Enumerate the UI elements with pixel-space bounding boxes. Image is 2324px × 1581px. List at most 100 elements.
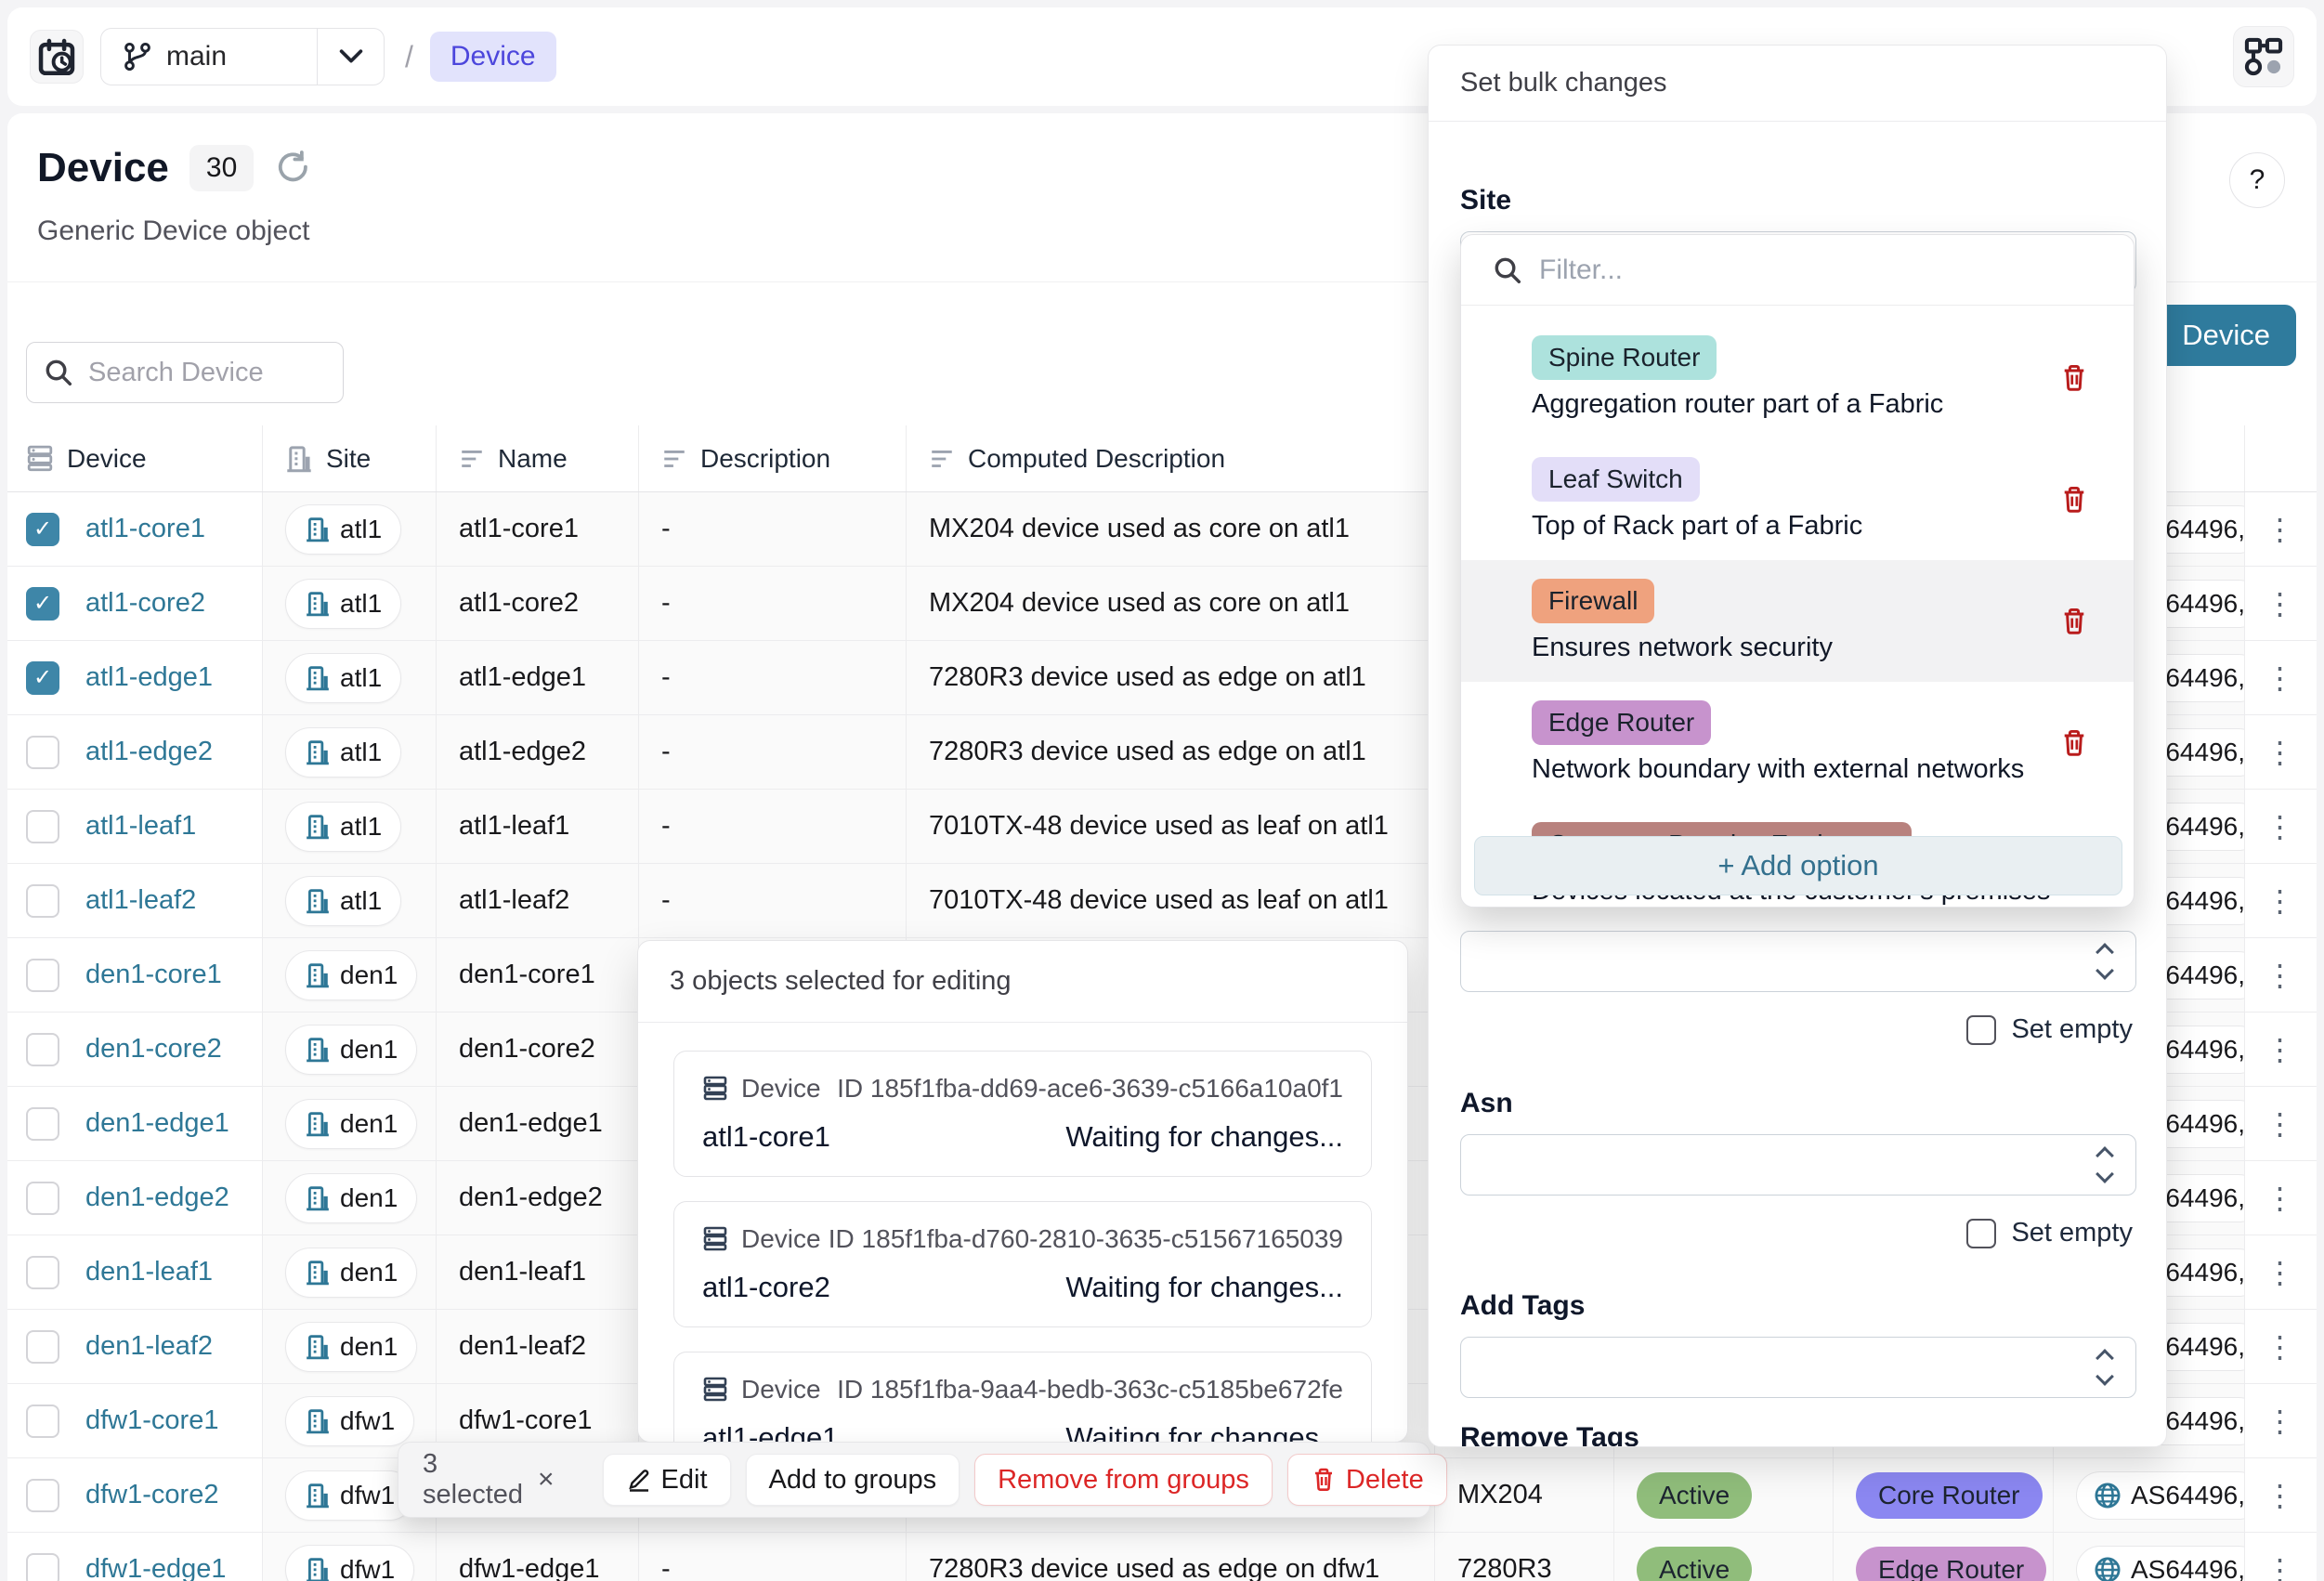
set-empty-checkbox[interactable] — [1966, 1218, 1997, 1248]
site-pill[interactable]: atl1 — [285, 578, 402, 629]
refresh-icon[interactable] — [274, 150, 309, 186]
row-menu-button[interactable]: ⋮ — [2245, 1235, 2317, 1309]
dropdown-filter-input[interactable] — [1539, 254, 2004, 286]
device-link[interactable]: atl1-leaf2 — [85, 885, 197, 915]
site-value-select[interactable] — [1460, 931, 2136, 992]
row-checkbox[interactable] — [26, 1106, 59, 1141]
set-empty-checkbox[interactable] — [1966, 1014, 1997, 1045]
device-link[interactable]: atl1-edge2 — [85, 737, 214, 766]
device-link[interactable]: atl1-edge1 — [85, 662, 214, 692]
trash-icon[interactable] — [2059, 607, 2089, 636]
site-pill[interactable]: dfw1 — [285, 1395, 415, 1446]
column-header-site[interactable]: Site — [263, 425, 437, 491]
row-checkbox[interactable]: ✓ — [26, 586, 59, 621]
delete-button[interactable]: Delete — [1286, 1454, 1447, 1506]
name-cell: atl1-edge2 — [437, 715, 639, 789]
device-link[interactable]: atl1-core1 — [85, 514, 205, 543]
row-checkbox[interactable] — [26, 883, 59, 918]
site-pill[interactable]: den1 — [285, 1321, 418, 1372]
device-link[interactable]: dfw1-core1 — [85, 1405, 219, 1435]
row-menu-button[interactable]: ⋮ — [2245, 1013, 2317, 1086]
row-menu-button[interactable]: ⋮ — [2245, 567, 2317, 640]
remove-from-groups-button[interactable]: Remove from groups — [974, 1454, 1273, 1506]
row-menu-button[interactable]: ⋮ — [2245, 1310, 2317, 1383]
row-checkbox[interactable] — [26, 1329, 59, 1364]
row-checkbox[interactable] — [26, 1032, 59, 1066]
site-pill[interactable]: atl1 — [285, 503, 402, 555]
site-pill[interactable]: den1 — [285, 1098, 418, 1149]
row-menu-button[interactable]: ⋮ — [2245, 790, 2317, 863]
add-tags-select[interactable] — [1460, 1337, 2136, 1398]
row-checkbox[interactable] — [26, 1478, 59, 1512]
trash-icon[interactable] — [2059, 728, 2089, 758]
site-pill[interactable]: dfw1 — [285, 1470, 415, 1521]
device-link[interactable]: den1-core2 — [85, 1034, 222, 1064]
row-menu-button[interactable]: ⋮ — [2245, 1458, 2317, 1532]
search-input[interactable] — [88, 357, 302, 388]
row-menu-button[interactable]: ⋮ — [2245, 1533, 2317, 1581]
row-checkbox[interactable]: ✓ — [26, 512, 59, 546]
row-checkbox[interactable] — [26, 958, 59, 992]
add-to-groups-button[interactable]: Add to groups — [745, 1454, 960, 1506]
branch-dropdown-toggle[interactable] — [317, 29, 384, 85]
dropdown-option[interactable]: Edge Router Network boundary with extern… — [1461, 682, 2134, 804]
asn-set-empty: Set empty — [1966, 1218, 2133, 1248]
row-menu-button[interactable]: ⋮ — [2245, 1384, 2317, 1457]
site-pill[interactable]: atl1 — [285, 652, 402, 703]
row-checkbox[interactable] — [26, 1181, 59, 1215]
site-pill[interactable]: den1 — [285, 1247, 418, 1298]
branch-selector[interactable]: main — [100, 28, 385, 85]
device-link[interactable]: atl1-core2 — [85, 588, 205, 618]
trash-icon[interactable] — [2059, 485, 2089, 515]
device-link[interactable]: den1-leaf1 — [85, 1257, 214, 1287]
device-link[interactable]: den1-edge1 — [85, 1108, 229, 1138]
device-link[interactable]: dfw1-edge1 — [85, 1554, 227, 1581]
add-option-button[interactable]: + Add option — [1474, 836, 2122, 895]
help-button[interactable]: ? — [2229, 152, 2285, 208]
row-menu-button[interactable]: ⋮ — [2245, 864, 2317, 937]
edit-button[interactable]: Edit — [602, 1454, 731, 1506]
device-link[interactable]: den1-edge2 — [85, 1182, 229, 1212]
site-pill[interactable]: atl1 — [285, 875, 402, 926]
trash-icon[interactable] — [2059, 363, 2089, 393]
clear-selection-button[interactable]: × — [538, 1464, 555, 1495]
device-link[interactable]: den1-core1 — [85, 960, 222, 989]
date-time-picker-button[interactable] — [30, 30, 84, 84]
site-pill[interactable]: den1 — [285, 1024, 418, 1075]
column-header-description[interactable]: Description — [639, 425, 907, 491]
row-menu-button[interactable]: ⋮ — [2245, 492, 2317, 566]
asn-pill[interactable]: AS64496, — [2076, 1545, 2244, 1581]
row-menu-button[interactable]: ⋮ — [2245, 938, 2317, 1012]
row-checkbox[interactable] — [26, 1552, 59, 1581]
dropdown-option[interactable]: Spine Router Aggregation router part of … — [1461, 317, 2134, 438]
schema-button[interactable] — [2233, 26, 2294, 87]
row-menu-button[interactable]: ⋮ — [2245, 1087, 2317, 1160]
option-badge: Firewall — [1532, 579, 1655, 623]
dropdown-option[interactable]: Firewall Ensures network security — [1461, 560, 2134, 682]
search-box[interactable] — [26, 342, 344, 403]
site-pill[interactable]: atl1 — [285, 726, 402, 777]
site-pill[interactable]: dfw1 — [285, 1544, 415, 1581]
site-pill[interactable]: atl1 — [285, 801, 402, 852]
row-menu-button[interactable]: ⋮ — [2245, 715, 2317, 789]
row-menu-button[interactable]: ⋮ — [2245, 1161, 2317, 1235]
site-pill[interactable]: den1 — [285, 1172, 418, 1223]
row-checkbox[interactable] — [26, 809, 59, 843]
row-checkbox[interactable] — [26, 735, 59, 769]
site-pill[interactable]: den1 — [285, 949, 418, 1000]
row-checkbox[interactable]: ✓ — [26, 660, 59, 695]
column-header-computed-description[interactable]: Computed Description — [907, 425, 1435, 491]
asn-pill[interactable]: AS64496, — [2076, 1470, 2244, 1520]
row-checkbox[interactable] — [26, 1404, 59, 1438]
row-checkbox[interactable] — [26, 1255, 59, 1289]
row-menu-button[interactable]: ⋮ — [2245, 641, 2317, 714]
device-link[interactable]: den1-leaf2 — [85, 1331, 214, 1361]
device-link[interactable]: dfw1-core2 — [85, 1480, 219, 1509]
device-link[interactable]: atl1-leaf1 — [85, 811, 197, 841]
dropdown-option[interactable]: Leaf Switch Top of Rack part of a Fabric — [1461, 438, 2134, 560]
column-header-device[interactable]: Device — [7, 425, 263, 491]
asn-select[interactable] — [1460, 1134, 2136, 1196]
column-header-name[interactable]: Name — [437, 425, 639, 491]
breadcrumb-device[interactable]: Device — [429, 32, 556, 82]
dropdown-filter-row[interactable] — [1461, 235, 2134, 306]
